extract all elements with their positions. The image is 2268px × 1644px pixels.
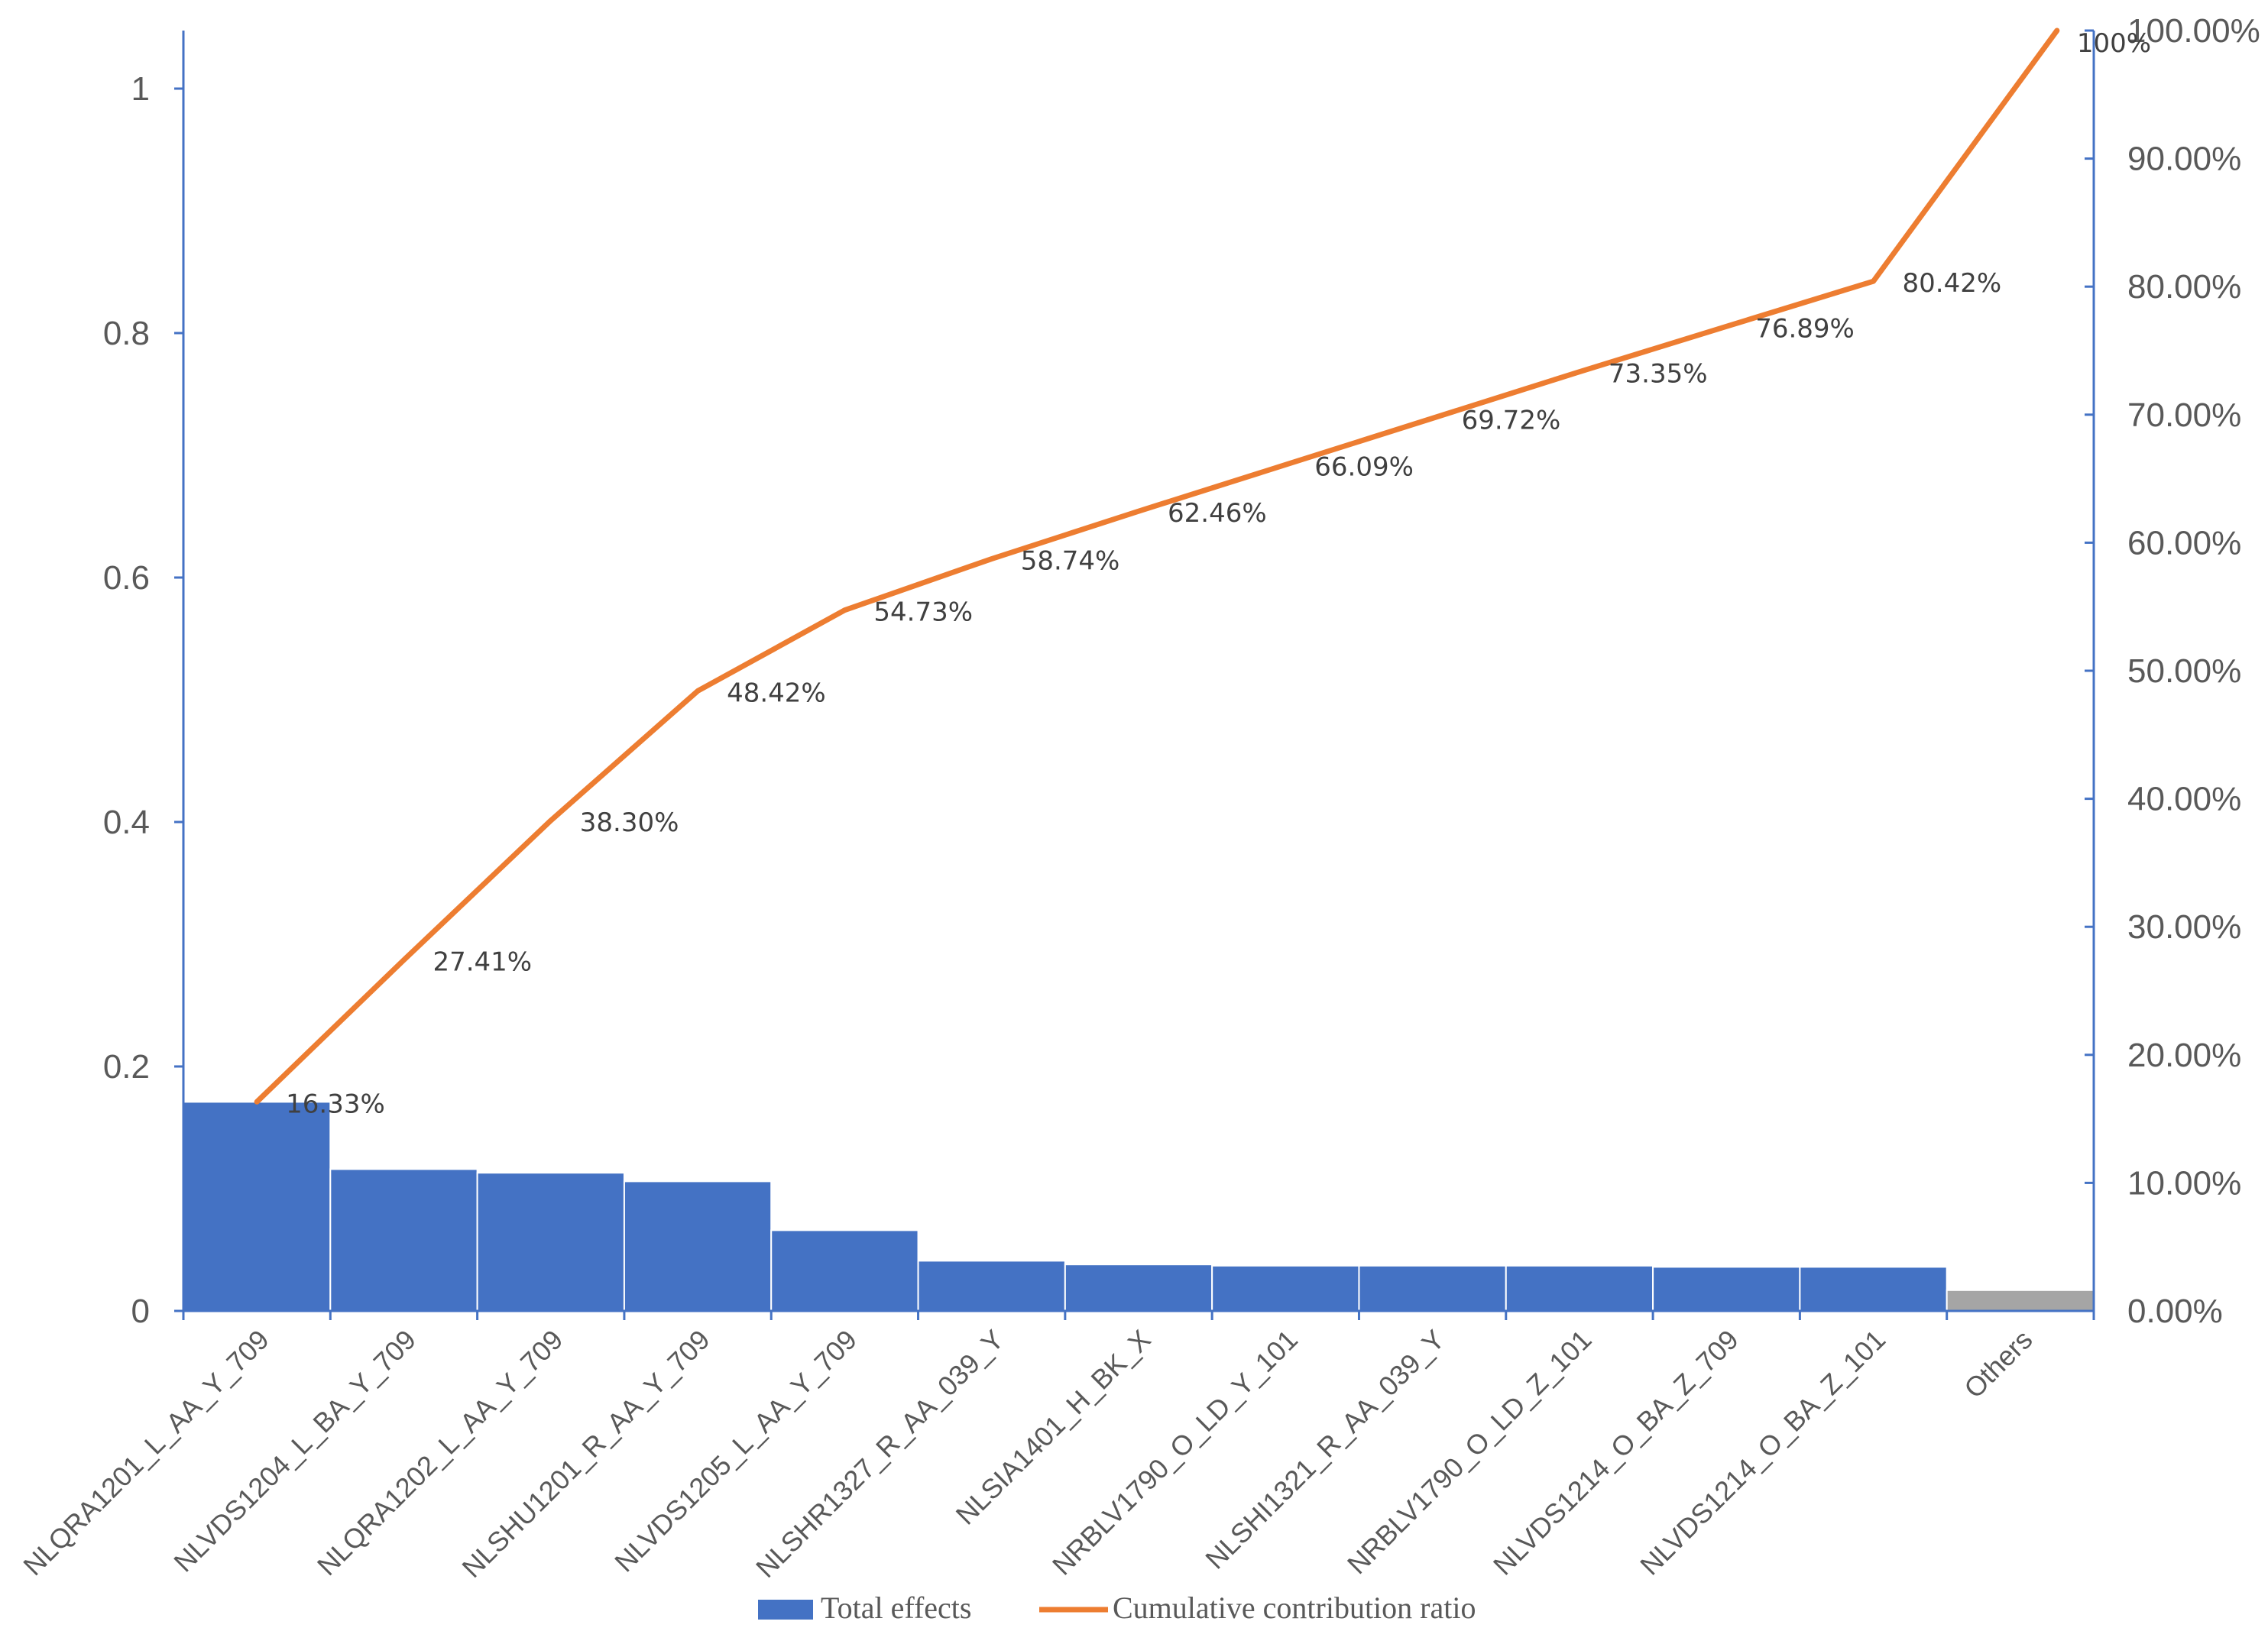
bar-7 [1064, 1264, 1213, 1312]
labels-group: 16.33% 27.41% 38.30% 48.42% 54.73% 58.74% 62.4… [286, 28, 2151, 1119]
bar-3 [476, 1172, 625, 1312]
cumulative-data-label: 80.42% [1903, 268, 2002, 299]
cumulative-data-label: 62.46% [1168, 498, 1267, 529]
x-tick-label: NLSHU1201_R_AA_Y_709 [455, 1324, 715, 1584]
legend: Total effects Cumulative contribution ra… [758, 1591, 1476, 1625]
y-left-tick-label: 0.2 [103, 1048, 150, 1086]
x-tick-label: NLVDS1205_L_AA_Y_709 [608, 1324, 863, 1578]
y-left-tick-label: 0.6 [103, 559, 150, 597]
x-tick-label: NLSHR1327_R_AA_039_Y [750, 1324, 1009, 1584]
cumulative-data-label: 100% [2077, 28, 2151, 59]
cumulative-data-label: 73.35% [1609, 359, 1708, 390]
bar-9 [1358, 1264, 1507, 1312]
y-left-tick-label: 0.4 [103, 804, 150, 841]
bar-12 [1799, 1266, 1948, 1312]
bar-10 [1505, 1264, 1654, 1312]
y-left-tick-label: 1 [131, 70, 150, 108]
bar-2 [329, 1168, 478, 1312]
x-tick-label: NLVDS1214_O_BA_Z_709 [1487, 1324, 1745, 1581]
x-tick-label: Others [1958, 1324, 2038, 1404]
bar-4 [623, 1180, 773, 1312]
y-right-tick-label: 20.00% [2127, 1037, 2241, 1074]
cumulative-data-label: 76.89% [1755, 313, 1855, 344]
bars-group [183, 1101, 2095, 1312]
bar-11 [1652, 1266, 1801, 1312]
bar-6 [917, 1260, 1066, 1312]
x-tick-label: NRBLV1790_O_LD_Z_101 [1341, 1324, 1598, 1581]
bar-13 [1946, 1289, 2095, 1312]
bar-8 [1211, 1264, 1360, 1312]
x-tick-label: NLQRA1202_L_AA_Y_709 [311, 1324, 569, 1582]
y-right-tick-label: 100.00% [2127, 12, 2260, 50]
y-right-tick-label: 60.00% [2127, 524, 2241, 561]
cumulative-data-label: 16.33% [286, 1089, 385, 1119]
legend-label-total-effects: Total effects [821, 1591, 971, 1625]
y-right-tick-label: 50.00% [2127, 652, 2241, 690]
cumulative-line [254, 28, 2060, 1105]
x-tick-label: NLVDS1204_L_BA_Y_709 [167, 1324, 422, 1578]
y-right-tick-label: 70.00% [2127, 396, 2241, 434]
legend-label-cumulative: Cumulative contribution ratio [1113, 1591, 1476, 1625]
axes-group: 00.20.40.60.810.00%10.00%20.00%30.00%40.… [17, 12, 2260, 1584]
y-right-tick-label: 10.00% [2127, 1164, 2241, 1202]
x-tick-label: NRBLV1790_O_LD_Y_101 [1046, 1324, 1304, 1581]
cumulative-data-label: 38.30% [580, 807, 679, 838]
cumulative-data-label: 54.73% [873, 597, 973, 628]
y-right-tick-label: 0.00% [2127, 1293, 2223, 1330]
cumulative-data-label: 69.72% [1462, 405, 1561, 435]
y-right-tick-label: 90.00% [2127, 141, 2241, 178]
bar-5 [770, 1229, 919, 1312]
y-right-tick-label: 40.00% [2127, 781, 2241, 818]
x-tick-label: NLQRA1201_L_AA_Y_709 [17, 1324, 275, 1582]
y-left-tick-label: 0 [131, 1293, 150, 1330]
y-right-tick-label: 30.00% [2127, 908, 2241, 946]
legend-swatch-total-effects [758, 1600, 813, 1620]
x-tick-label: NLVDS1214_O_BA_Z_101 [1634, 1324, 1891, 1581]
cumulative-data-label: 27.41% [433, 947, 532, 978]
cumulative-data-label: 58.74% [1021, 546, 1120, 577]
cumulative-line-group [254, 28, 2060, 1105]
y-right-tick-label: 80.00% [2127, 268, 2241, 306]
cumulative-data-label: 66.09% [1314, 451, 1414, 482]
y-left-tick-label: 0.8 [103, 315, 150, 352]
cumulative-data-label: 48.42% [727, 678, 826, 708]
x-tick-label: NLSHI1321_R_AA_039_Y [1199, 1324, 1450, 1575]
bar-1 [183, 1101, 332, 1312]
